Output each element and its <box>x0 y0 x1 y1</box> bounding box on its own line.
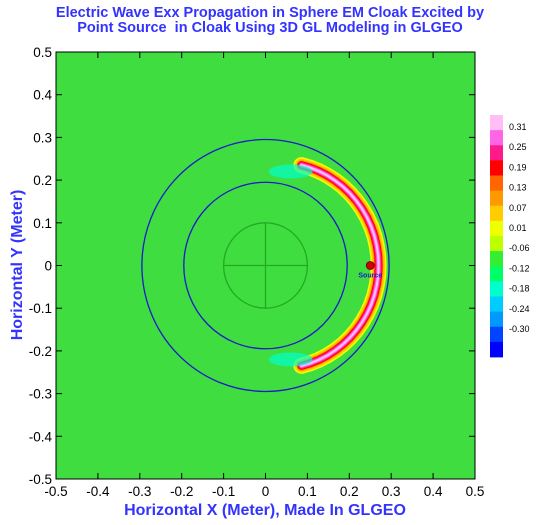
y-tick-label: 0.5 <box>33 45 52 60</box>
legend-level-label: -0.30 <box>509 324 530 334</box>
y-tick-label: 0.1 <box>33 216 52 231</box>
x-tick-label: -0.5 <box>44 484 67 499</box>
legend-level-label: -0.18 <box>509 284 530 294</box>
color-legend: 0.31 0.25 0.19 0.13 0.07 0.01 -0.06 -0.12 -0.18 -… <box>490 115 530 358</box>
legend-swatch <box>490 266 503 282</box>
circle-cloak-inner-boundary <box>183 181 348 350</box>
legend-swatch <box>490 160 503 176</box>
y-tick-label: -0.4 <box>29 429 53 444</box>
legend-level-label: 0.01 <box>509 223 527 233</box>
legend-swatch <box>490 326 503 343</box>
legend-level-label: -0.24 <box>509 304 530 314</box>
x-tick-label: 0.3 <box>382 484 401 499</box>
source-marker-group: Source <box>358 261 382 280</box>
y-tick-label: 0.4 <box>33 88 52 103</box>
y-axis-label: Horizontal Y (Meter) <box>9 190 26 341</box>
chart-title-line-1: Electric Wave Exx Propagation in Sphere … <box>55 5 485 21</box>
wave-fringe <box>268 352 313 367</box>
source-label: Source <box>358 273 382 280</box>
chart-title: Electric Wave Exx Propagation in Sphere … <box>0 6 540 36</box>
y-tick-label: -0.5 <box>29 472 52 487</box>
legend-swatch <box>490 251 503 267</box>
legend-level-label: 0.13 <box>509 183 527 193</box>
y-tick-label: -0.1 <box>29 301 52 316</box>
y-tick-label: 0 <box>44 259 52 274</box>
object-crosshair <box>223 222 308 309</box>
legend-swatch <box>490 341 503 358</box>
x-tick-label: -0.2 <box>170 484 193 499</box>
x-axis-ticks: -0.5 -0.4 -0.3 -0.2 -0.1 0 0.1 0.2 0.3 0.4 0.5 <box>44 52 484 499</box>
y-tick-label: 0.3 <box>33 130 52 145</box>
y-tick-label: -0.3 <box>29 387 52 402</box>
source-marker <box>365 261 375 270</box>
x-axis-label: Horizontal X (Meter), Made In GLGEO <box>124 502 406 519</box>
legend-level-label: 0.31 <box>509 122 527 132</box>
x-tick-label: -0.1 <box>212 484 235 499</box>
legend-level-label: 0.07 <box>509 203 527 213</box>
y-tick-label: -0.2 <box>29 344 52 359</box>
wave-fringe <box>268 164 313 179</box>
circle-cloak-outer-boundary <box>141 138 390 393</box>
chart-title-line-2: Point Source in Cloak Using 3D GL Modeli… <box>77 20 463 36</box>
legend-level-label: 0.25 <box>509 142 527 152</box>
legend-swatch <box>490 220 503 237</box>
legend-level-label: -0.06 <box>509 243 530 253</box>
legend-swatch <box>490 190 503 207</box>
legend-swatch <box>490 236 503 252</box>
wave-band <box>300 164 380 367</box>
x-tick-label: -0.4 <box>86 484 110 499</box>
legend-level-label: -0.12 <box>509 263 530 273</box>
y-axis-ticks: 0.5 0.4 0.3 0.2 0.1 0 -0.1 -0.2 -0.3 -0.4 -0.5 <box>29 45 475 487</box>
legend-swatch <box>490 145 503 161</box>
legend-swatch <box>490 205 503 222</box>
x-tick-label: 0.2 <box>340 484 359 499</box>
legend-swatch <box>490 175 503 192</box>
y-tick-label: 0.2 <box>33 173 52 188</box>
legend-swatch <box>490 130 503 146</box>
legend-swatch <box>490 296 503 313</box>
legend-swatch <box>490 115 503 131</box>
x-tick-label: 0.4 <box>424 484 443 499</box>
x-tick-label: 0 <box>262 484 270 499</box>
legend-swatch <box>490 281 503 297</box>
x-tick-label: -0.3 <box>128 484 151 499</box>
x-tick-label: 0.5 <box>466 484 485 499</box>
legend-level-label: 0.19 <box>509 162 527 172</box>
legend-swatch <box>490 311 503 328</box>
x-tick-label: 0.1 <box>298 484 317 499</box>
wave-field <box>268 157 387 374</box>
